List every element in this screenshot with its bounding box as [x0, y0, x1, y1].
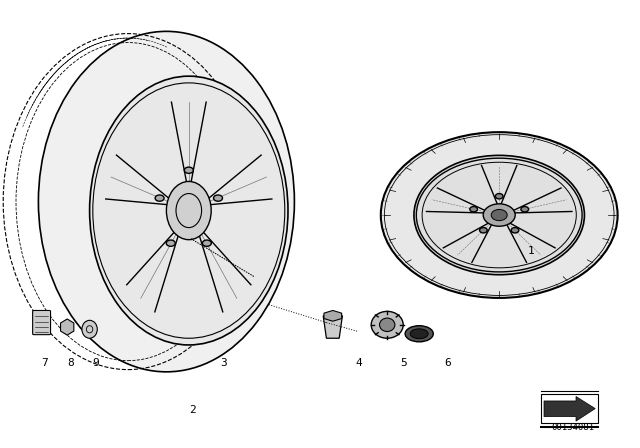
- Circle shape: [479, 228, 487, 233]
- Text: 9: 9: [93, 358, 99, 368]
- Polygon shape: [544, 396, 595, 421]
- Circle shape: [414, 155, 584, 275]
- Text: 7: 7: [42, 358, 48, 368]
- Ellipse shape: [380, 318, 395, 332]
- Circle shape: [381, 132, 618, 298]
- FancyBboxPatch shape: [33, 310, 51, 335]
- Polygon shape: [323, 316, 342, 338]
- Text: 5: 5: [400, 358, 406, 368]
- Ellipse shape: [166, 181, 211, 240]
- Text: 00134081: 00134081: [551, 423, 595, 432]
- Circle shape: [483, 204, 515, 226]
- Polygon shape: [61, 319, 74, 335]
- Circle shape: [521, 207, 529, 212]
- Ellipse shape: [38, 31, 294, 372]
- Circle shape: [166, 240, 175, 246]
- Circle shape: [202, 240, 211, 246]
- Circle shape: [492, 210, 508, 221]
- Text: 4: 4: [355, 358, 362, 368]
- Circle shape: [214, 195, 223, 201]
- FancyBboxPatch shape: [541, 394, 598, 423]
- Circle shape: [470, 207, 477, 212]
- Circle shape: [184, 167, 193, 173]
- Circle shape: [511, 228, 519, 233]
- Ellipse shape: [417, 158, 582, 272]
- Circle shape: [495, 194, 503, 199]
- Text: 6: 6: [445, 358, 451, 368]
- Circle shape: [155, 195, 164, 201]
- Ellipse shape: [82, 320, 97, 338]
- Ellipse shape: [90, 76, 288, 345]
- Text: 3: 3: [221, 358, 227, 368]
- Text: 8: 8: [67, 358, 74, 368]
- Ellipse shape: [405, 326, 433, 342]
- Text: 1: 1: [528, 246, 534, 256]
- Text: 2: 2: [189, 405, 195, 415]
- Polygon shape: [324, 310, 342, 321]
- Ellipse shape: [371, 311, 403, 338]
- Ellipse shape: [410, 329, 428, 339]
